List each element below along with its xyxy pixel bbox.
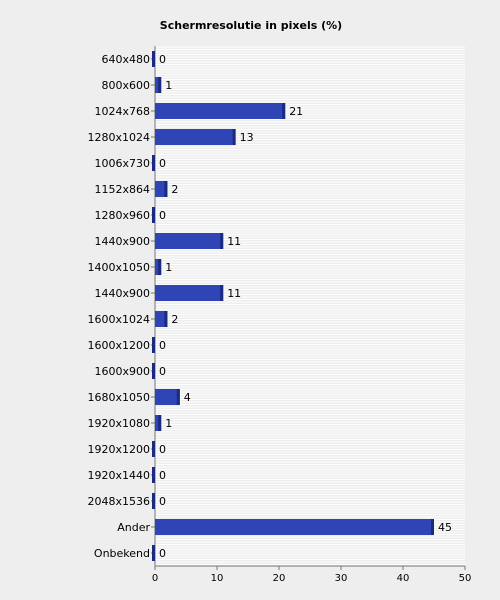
value-label: 0: [159, 495, 166, 508]
value-label: 2: [171, 183, 178, 196]
category-label: 1920x1440: [88, 469, 151, 482]
value-label: 21: [289, 105, 303, 118]
value-label: 1: [165, 261, 172, 274]
bar-shade: [158, 77, 162, 93]
category-label: 1152x864: [95, 183, 151, 196]
value-label: 0: [159, 157, 166, 170]
bar-shade: [158, 415, 162, 431]
bar: [155, 389, 180, 405]
bar-shade: [158, 259, 162, 275]
value-label: 0: [159, 469, 166, 482]
bar-shade: [431, 519, 434, 535]
bar-shade: [220, 285, 224, 301]
value-label: 0: [159, 547, 166, 560]
value-label: 1: [165, 79, 172, 92]
value-label: 1: [165, 417, 172, 430]
bar-shade: [220, 233, 224, 249]
category-label: 1440x900: [95, 235, 151, 248]
bar-shade: [152, 545, 155, 561]
bar-shade: [232, 129, 236, 145]
x-tick-label: 20: [273, 573, 286, 584]
category-label: 1400x1050: [88, 261, 151, 274]
value-label: 0: [159, 53, 166, 66]
x-tick-label: 10: [211, 573, 224, 584]
bar: [155, 415, 162, 431]
x-tick-label: 40: [397, 573, 410, 584]
bar-shade: [152, 155, 155, 171]
category-label: 640x480: [101, 53, 150, 66]
bar: [155, 233, 224, 249]
value-label: 11: [227, 287, 241, 300]
category-label: 1440x900: [95, 287, 151, 300]
bar-shade: [152, 207, 155, 223]
bar-shade: [152, 337, 155, 353]
bar-shade: [152, 441, 155, 457]
category-label: 1600x1200: [88, 339, 151, 352]
bar-shade: [164, 311, 168, 327]
bar: [155, 129, 236, 145]
category-label: 2048x1536: [88, 495, 151, 508]
chart-title: Schermresolutie in pixels (%): [160, 19, 342, 32]
bar: [155, 519, 434, 535]
category-label: 1600x900: [95, 365, 151, 378]
category-label: 1024x768: [95, 105, 151, 118]
value-label: 4: [184, 391, 191, 404]
category-label: Ander: [117, 521, 150, 534]
value-label: 0: [159, 209, 166, 222]
category-label: 1600x1024: [88, 313, 151, 326]
value-label: 11: [227, 235, 241, 248]
bar: [155, 77, 162, 93]
bar: [155, 259, 162, 275]
bar-shade: [282, 103, 286, 119]
bar: [155, 103, 286, 119]
category-label: 1920x1200: [88, 443, 151, 456]
bar-shade: [152, 363, 155, 379]
bar-shade: [152, 467, 155, 483]
x-tick-label: 0: [152, 573, 158, 584]
value-label: 45: [438, 521, 452, 534]
value-label: 0: [159, 443, 166, 456]
category-label: 1280x960: [95, 209, 151, 222]
x-tick-label: 30: [335, 573, 348, 584]
category-label: 1680x1050: [88, 391, 151, 404]
bar-shade: [176, 389, 180, 405]
category-label: 1006x730: [95, 157, 151, 170]
value-label: 2: [171, 313, 178, 326]
category-label: 1920x1080: [88, 417, 151, 430]
bar-shade: [152, 51, 155, 67]
bar-shade: [152, 493, 155, 509]
value-label: 13: [240, 131, 254, 144]
bar: [155, 181, 168, 197]
x-tick-label: 50: [459, 573, 472, 584]
value-label: 0: [159, 339, 166, 352]
bar: [155, 285, 224, 301]
bar-shade: [164, 181, 168, 197]
category-label: 1280x1024: [88, 131, 151, 144]
category-label: 800x600: [101, 79, 150, 92]
bar: [155, 311, 168, 327]
value-label: 0: [159, 365, 166, 378]
category-label: Onbekend: [94, 547, 150, 560]
